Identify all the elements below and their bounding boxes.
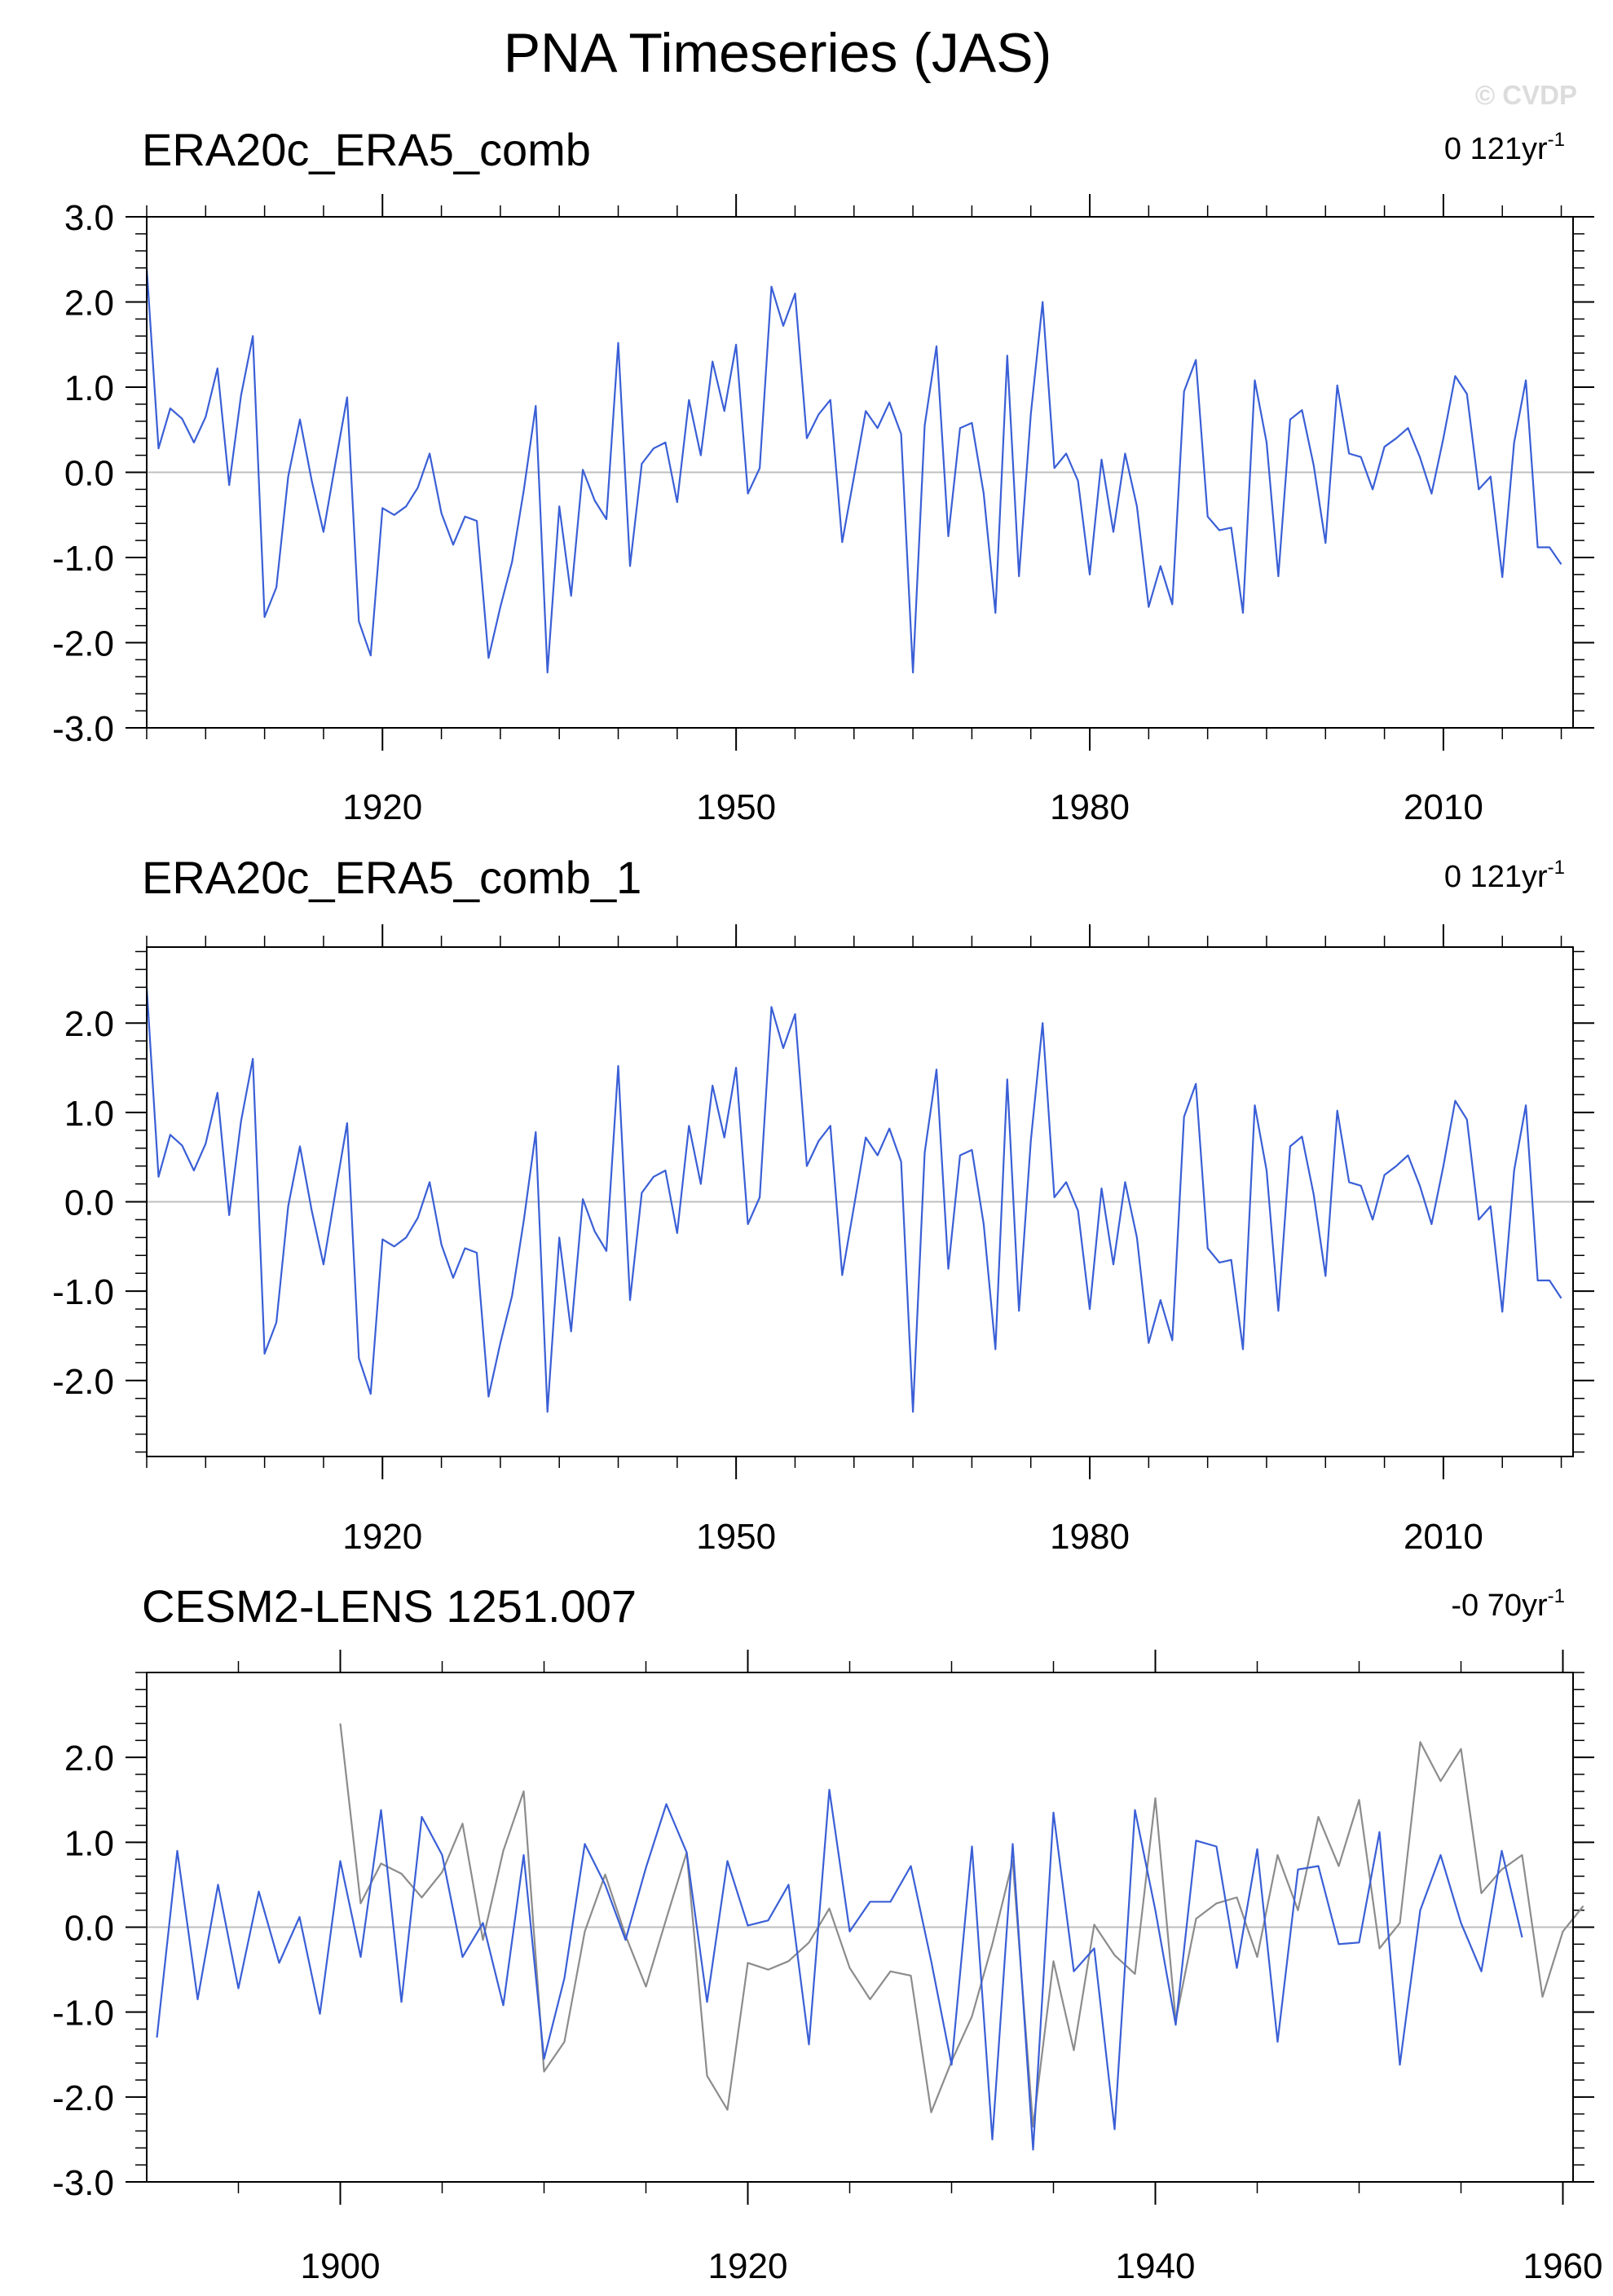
panel-title: CESM2-LENS 1251.007: [142, 1580, 637, 1632]
x-tick-label: 1960: [1523, 2246, 1603, 2286]
x-tick-label: 1900: [301, 2246, 381, 2286]
chart-panel-1: ERA20c_ERA5_comb 0 121yr-1 3.0 2.0 1.0 0.0 -1.…: [52, 124, 1594, 827]
primary-series-line: [145, 987, 1562, 1413]
y-tick-label: -1.0: [52, 1994, 114, 2034]
copyright-watermark: © CVDP: [1475, 80, 1577, 110]
x-tick-label: 2010: [1404, 1517, 1483, 1557]
plot-frame: [146, 946, 1574, 1457]
x-tick-label: 1940: [1116, 2246, 1196, 2286]
y-tick-label: -1.0: [52, 539, 114, 579]
y-tick-label: -2.0: [52, 624, 114, 664]
trend-exponent: -1: [1548, 857, 1565, 879]
chart-panel-2: ERA20c_ERA5_comb_1 0 121yr-1 2.0 1.0 0.0 -1.0…: [52, 852, 1594, 1557]
plot-frame: [146, 1672, 1574, 2183]
primary-series-line: [145, 267, 1562, 674]
x-tick-label: 1920: [342, 1517, 422, 1557]
x-tick-label: 1980: [1050, 1517, 1130, 1557]
plot-frame: [146, 216, 1574, 729]
panel-title: ERA20c_ERA5_comb_1: [142, 852, 641, 903]
y-tick-label: 2.0: [64, 284, 114, 324]
y-tick-label: -2.0: [52, 2078, 114, 2118]
x-tick-label: 1980: [1050, 787, 1130, 827]
y-tick-label: -3.0: [52, 709, 114, 749]
y-tick-label: -3.0: [52, 2163, 114, 2203]
y-tick-label: -2.0: [52, 1362, 114, 1402]
trend-exponent: -1: [1548, 1585, 1565, 1607]
y-tick-label: 1.0: [64, 1094, 114, 1134]
trend-label: 0 121yr-1: [1444, 857, 1565, 894]
y-tick-label: -1.0: [52, 1272, 114, 1312]
trend-exponent: -1: [1548, 129, 1565, 151]
y-tick-label: 1.0: [64, 1823, 114, 1863]
panel-title: ERA20c_ERA5_comb: [142, 124, 591, 175]
y-tick-label: 0.0: [64, 1183, 114, 1223]
y-tick-label: 0.0: [64, 454, 114, 494]
primary-series-line: [156, 1788, 1523, 2151]
trend-label: 0 121yr-1: [1444, 129, 1565, 166]
x-tick-label: 1950: [696, 1517, 776, 1557]
secondary-series-line: [339, 1723, 1584, 2128]
y-tick-label: 1.0: [64, 368, 114, 408]
trend-label: -0 70yr-1: [1451, 1585, 1565, 1623]
y-tick-label: 2.0: [64, 1004, 114, 1044]
y-tick-label: 3.0: [64, 198, 114, 238]
x-tick-label: 1950: [696, 787, 776, 827]
y-tick-label: 0.0: [64, 1909, 114, 1949]
chart-panel-3: CESM2-LENS 1251.007 -0 70yr-1 2.0 1.0 0.0 -1.…: [52, 1580, 1602, 2286]
y-tick-label: 2.0: [64, 1739, 114, 1778]
main-title: PNA Timeseries (JAS): [504, 22, 1052, 84]
x-tick-label: 2010: [1404, 787, 1483, 827]
panels-group: ERA20c_ERA5_comb 0 121yr-1 3.0 2.0 1.0 0.0 -1.…: [52, 124, 1602, 2286]
x-tick-label: 1920: [342, 787, 422, 827]
x-tick-label: 1920: [708, 2246, 788, 2286]
